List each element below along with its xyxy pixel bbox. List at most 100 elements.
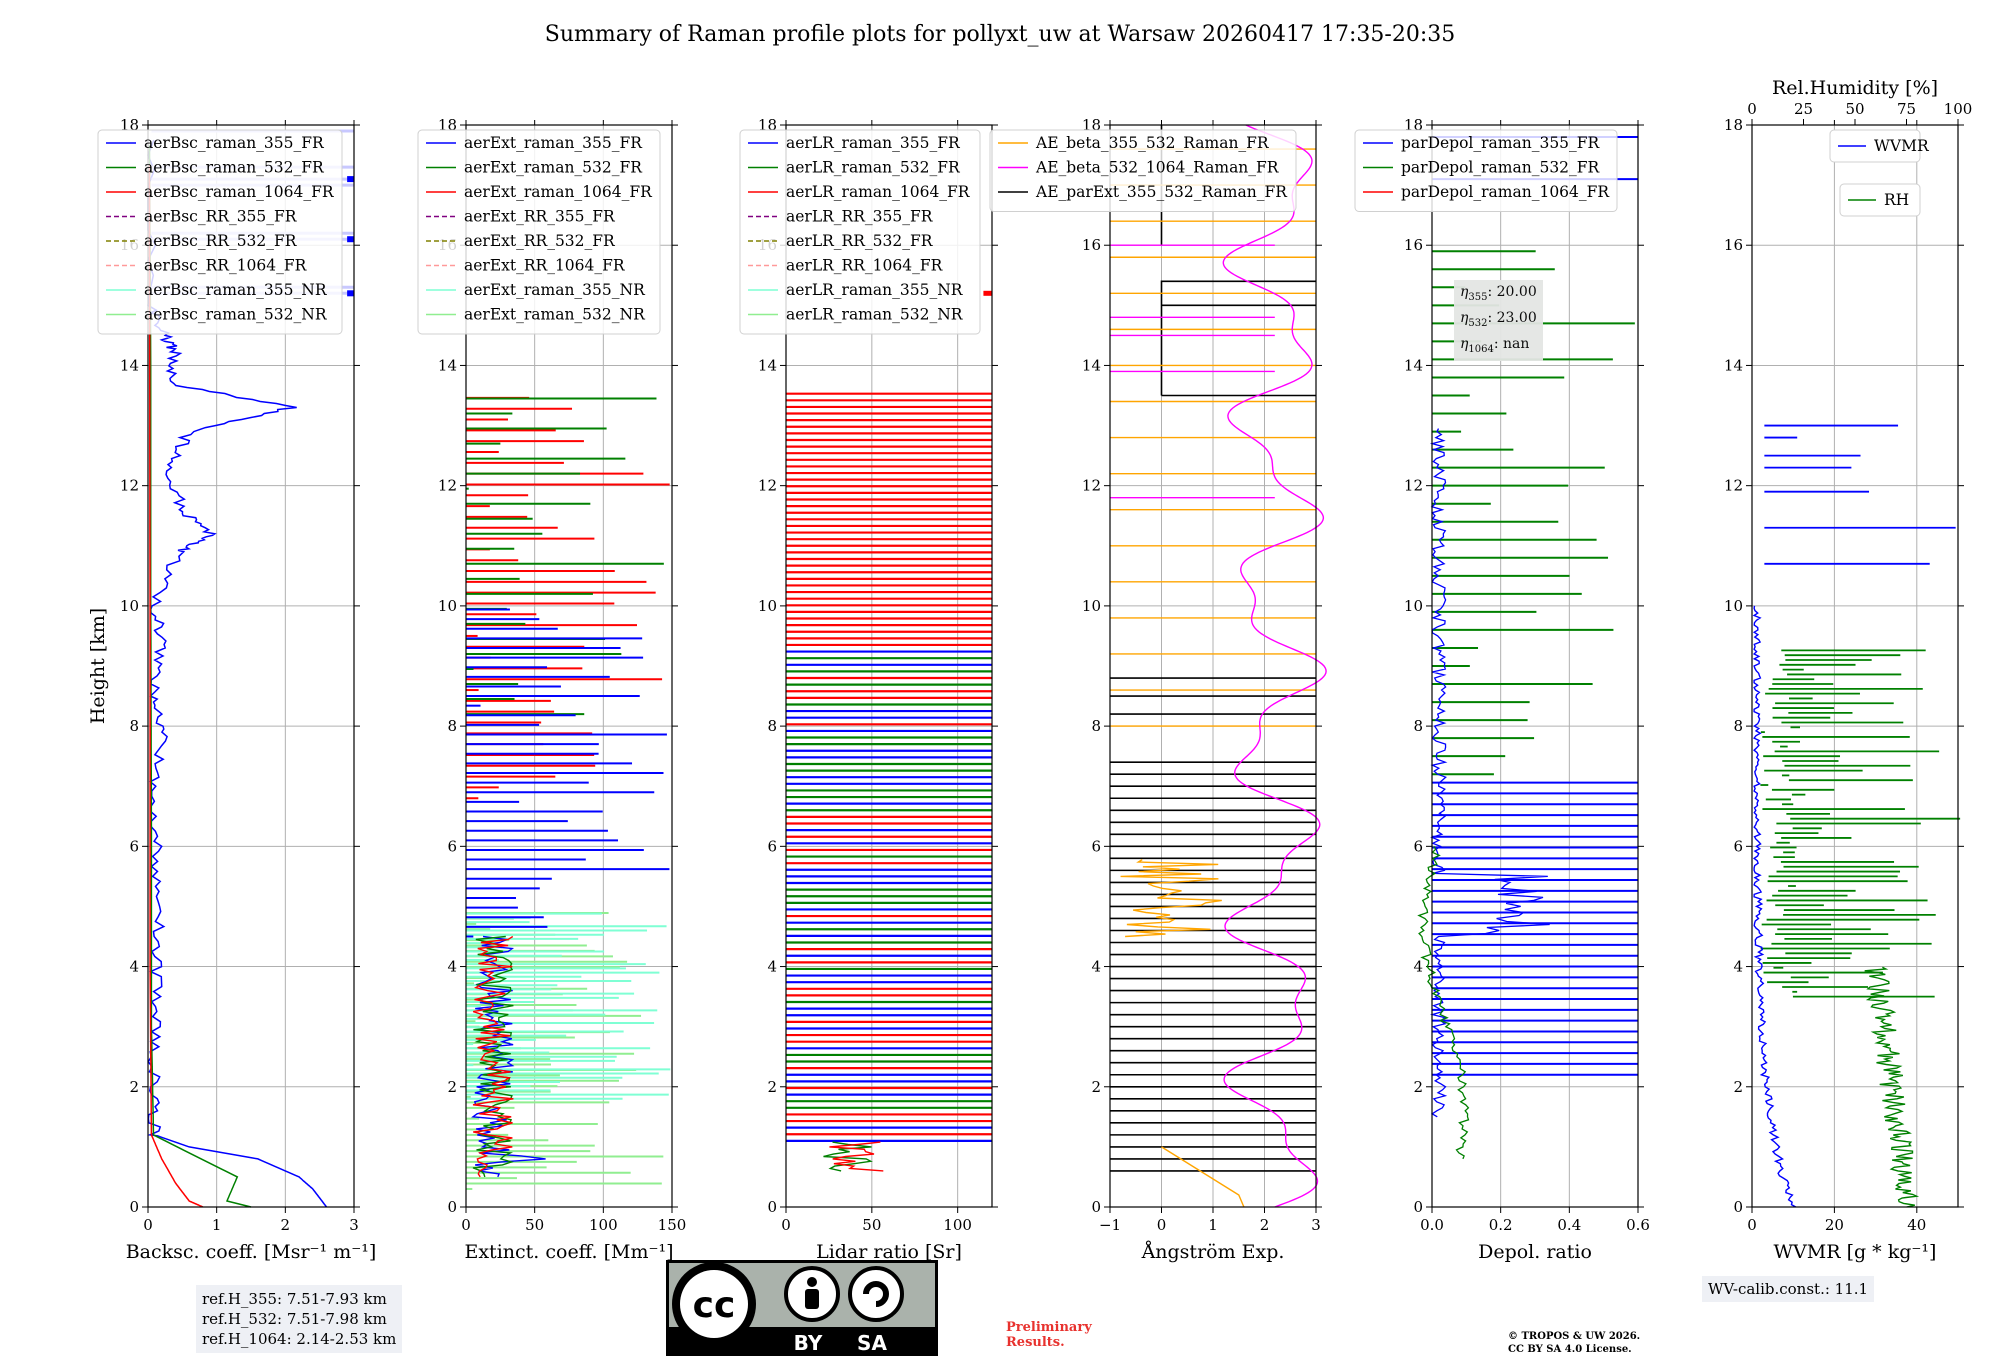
x-tick-label: 0.6 (1626, 1216, 1650, 1234)
eta-532-value: : 23.00 (1487, 309, 1537, 326)
person-body-icon (805, 1289, 819, 1309)
x-tick-label: 0 (1747, 1216, 1757, 1234)
y-tick-label: 4 (129, 958, 139, 976)
legend-label: AE_beta_532_1064_Raman_FR (1035, 159, 1280, 177)
legend-label: aerLR_raman_532_NR (786, 306, 964, 324)
plot-data (1752, 424, 1961, 1208)
y-tick-label: 14 (1082, 356, 1101, 374)
reference-height-box: ref.H_355: 7.51-7.93 km ref.H_532: 7.51-… (196, 1285, 403, 1353)
legend-label: WVMR (1874, 137, 1930, 155)
legend: AE_beta_355_532_Raman_FR AE_beta_532_1064… (989, 129, 1297, 212)
legend-label: aerExt_RR_532_FR (464, 232, 616, 250)
y-tick-label: 8 (1413, 717, 1423, 735)
y-tick-label: 12 (1724, 477, 1743, 495)
x-tick-label: 50 (862, 1216, 881, 1234)
ext-profile (472, 935, 514, 1178)
x-tick-label: 100 (589, 1216, 618, 1234)
legend: parDepol_raman_355_FR parDepol_raman_532_… (1354, 129, 1618, 212)
y-tick-label: 10 (120, 597, 139, 615)
legend-box (1829, 129, 1921, 163)
x-tick-label: 0.2 (1489, 1216, 1513, 1234)
x-tick-label: 0 (461, 1216, 471, 1234)
legend-label: aerLR_RR_355_FR (786, 208, 934, 226)
legend-label: aerLR_raman_355_FR (786, 134, 961, 152)
y-tick-label: 4 (1733, 958, 1743, 976)
ext-profile (472, 935, 514, 1178)
x-axis-label: Backsc. coeff. [Msr⁻¹ m⁻¹] (126, 1241, 377, 1263)
legend: aerLR_raman_355_FR aerLR_raman_532_FR aerL… (739, 129, 981, 335)
y-axis-label: Height [km] (87, 608, 109, 724)
top-x-tick-label: 75 (1897, 100, 1916, 118)
y-tick-label: 0 (447, 1198, 457, 1216)
panel-backscatter: 0123024681012141618Backsc. coeff. [Msr⁻¹… (87, 116, 376, 1263)
y-tick-label: 14 (1404, 356, 1423, 374)
badge-by-label: BY (794, 1331, 823, 1355)
x-axis-label: Extinct. coeff. [Mm⁻¹] (464, 1241, 673, 1263)
copyright-line-2: CC BY SA 4.0 License. (1508, 1344, 1632, 1355)
legend-box (97, 129, 343, 335)
axes-frame (1109, 124, 1317, 1208)
panel-extinction: 050100150024681012141618Extinct. coeff. … (417, 116, 686, 1263)
y-tick-label: 6 (1733, 837, 1743, 855)
y-tick-label: 10 (1404, 597, 1423, 615)
y-tick-label: 8 (447, 717, 457, 735)
x-tick-label: 3 (349, 1216, 359, 1234)
y-tick-label: 0 (1091, 1198, 1101, 1216)
y-tick-label: 2 (1733, 1078, 1743, 1096)
x-tick-label: 40 (1907, 1216, 1926, 1234)
depol-532-profile (1417, 845, 1470, 1160)
copyright-note: © TROPOS & UW 2026. CC BY SA 4.0 License… (1508, 1330, 1640, 1356)
x-tick-label: 1 (212, 1216, 222, 1234)
lr-profile-532 (823, 1141, 873, 1172)
legend-label: parDepol_raman_1064_FR (1401, 183, 1610, 201)
y-tick-label: 2 (1413, 1078, 1423, 1096)
preliminary-line-1: Preliminary (1006, 1320, 1092, 1335)
axes-frame (1751, 124, 1959, 1208)
preliminary-note: Preliminary Results. (1006, 1320, 1092, 1350)
legend-label: aerExt_raman_532_NR (464, 306, 646, 324)
y-tick-label: 6 (1091, 837, 1101, 855)
x-tick-label: 20 (1825, 1216, 1844, 1234)
x-axis-label: Depol. ratio (1478, 1241, 1592, 1263)
y-tick-label: 14 (1724, 356, 1743, 374)
y-tick-label: 14 (438, 356, 457, 374)
y-tick-label: 12 (1082, 477, 1101, 495)
legend: WVMR RH (1829, 129, 1930, 217)
legend-label: aerBsc_raman_355_FR (144, 134, 325, 152)
y-tick-label: 8 (129, 717, 139, 735)
x-tick-label: 3 (1311, 1216, 1321, 1234)
axes-frame (785, 124, 993, 1208)
series-aerBsc_raman_532_FR (148, 144, 252, 1208)
x-tick-label: 1 (1208, 1216, 1218, 1234)
legend-label: aerLR_raman_532_FR (786, 159, 961, 177)
y-tick-label: 12 (758, 477, 777, 495)
depol-355-profile (1429, 428, 1550, 1118)
x-tick-label: 0.4 (1557, 1216, 1581, 1234)
x-tick-label: 0 (143, 1216, 153, 1234)
plot-data (1110, 124, 1327, 1208)
legend: aerBsc_raman_355_FR aerBsc_raman_532_FRae… (97, 129, 343, 335)
top-x-tick-label: 25 (1794, 100, 1813, 118)
x-axis-label: Ångström Exp. (1141, 1241, 1285, 1263)
y-tick-label: 6 (1413, 837, 1423, 855)
legend-label: aerBsc_RR_532_FR (144, 232, 298, 250)
legend-label: RH (1884, 191, 1909, 209)
panel-water_vapor: 0 20 40 0 2 4 6 8 10 12 14 16 18 WVMR [g * kg⁻¹] 0 25 50… (1724, 77, 1972, 1263)
y-tick-label: 0 (129, 1198, 139, 1216)
legend-label: aerExt_raman_532_FR (464, 159, 643, 177)
legend-box (1354, 129, 1618, 212)
legend-label: aerLR_RR_532_FR (786, 232, 934, 250)
panel-lidar_ratio: 050100024681012141618Lidar ratio [Sr]aer… (739, 116, 998, 1263)
y-tick-label: 16 (1724, 236, 1743, 254)
legend-label: parDepol_raman_355_FR (1401, 134, 1601, 152)
y-tick-label: 4 (1091, 958, 1101, 976)
y-tick-label: 6 (129, 837, 139, 855)
eta-355-line: η355: 20.00 (1460, 284, 1537, 303)
legend-label: aerBsc_raman_355_NR (144, 281, 328, 299)
legend-label: parDepol_raman_532_FR (1401, 159, 1601, 177)
badge-sa-label: SA (857, 1331, 887, 1355)
x-tick-label: 2 (1260, 1216, 1270, 1234)
x-tick-label: 0.0 (1420, 1216, 1444, 1234)
